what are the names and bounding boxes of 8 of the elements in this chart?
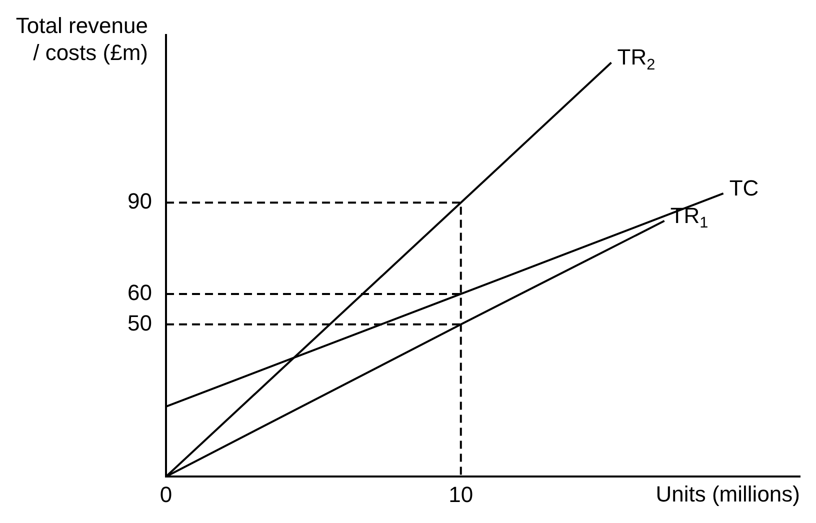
y-tick-label: 90: [128, 188, 152, 214]
y-tick-label: 50: [128, 310, 152, 336]
x-tick-label: 10: [448, 482, 474, 507]
y-tick-label: 60: [128, 280, 152, 306]
x-tick-label: 0: [160, 482, 172, 507]
series-label: TC: [729, 176, 759, 201]
x-axis-title: Units (millions): [656, 482, 800, 507]
y-axis-title: Total revenue / costs (£m): [14, 12, 148, 66]
